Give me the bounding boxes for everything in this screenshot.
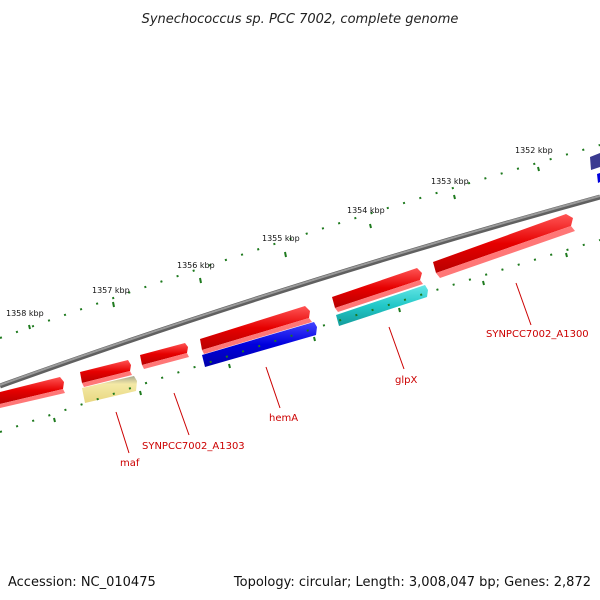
major-tick <box>284 251 287 258</box>
genome-summary-text: Topology: circular; Length: 3,008,047 bp… <box>233 575 591 590</box>
leader-glpX <box>388 326 405 370</box>
gene-label: hemA <box>269 413 298 424</box>
major-tick <box>398 307 401 313</box>
gene-red-shadow <box>142 353 189 369</box>
major-tick <box>139 390 142 396</box>
tick-label: 1354 kbp <box>347 206 385 215</box>
gene-red-shadow <box>335 280 423 312</box>
tick-label: 1355 kbp <box>262 234 300 243</box>
gene-navy-partial <box>590 153 600 170</box>
major-tick <box>369 223 372 229</box>
major-tick <box>228 363 231 369</box>
tick-label: 1356 kbp <box>177 261 215 270</box>
gene-hemA-region <box>200 306 310 350</box>
gene-SYNPCC7002_A1300 <box>433 214 573 273</box>
major-tick <box>199 277 202 284</box>
gene-glpX-region <box>332 268 422 308</box>
major-tick <box>565 252 568 258</box>
major-tick <box>453 194 456 200</box>
gene-glpX <box>336 285 428 326</box>
gene-label: glpX <box>395 375 417 386</box>
leader-hemA <box>265 366 281 409</box>
inner-major-ticks <box>53 252 568 423</box>
tick-label: 1358 kbp <box>6 309 44 318</box>
outer-major-ticks <box>28 166 540 330</box>
genome-backbone-highlight <box>0 195 600 386</box>
leader-SYNPCC7002_A1300 <box>515 282 532 326</box>
gene-blue-partial <box>597 173 600 183</box>
major-tick <box>28 324 31 330</box>
forward-genes <box>0 214 575 408</box>
gene-label: SYNPCC7002_A1303 <box>142 441 245 452</box>
map-title: Synechococcus sp. PCC 7002, complete gen… <box>142 12 459 27</box>
gene-red-shadow <box>82 371 132 387</box>
gene-label: maf <box>120 458 140 469</box>
major-tick <box>537 166 540 172</box>
gene-red-shadow <box>0 389 65 408</box>
tick-label: 1353 kbp <box>431 177 469 186</box>
tick-label: 1352 kbp <box>515 146 553 155</box>
gene-label: SYNPCC7002_A1300 <box>486 329 589 340</box>
gene-SYNPCC7002_A1303 <box>140 343 188 365</box>
genome-backbone <box>0 194 600 389</box>
gene-maf <box>82 376 137 403</box>
major-tick <box>313 336 316 342</box>
reverse-genes <box>82 285 428 403</box>
major-tick <box>112 301 115 308</box>
leader-maf <box>115 411 130 454</box>
leader-SYNPCC7002_A1303 <box>173 392 190 436</box>
gene-hemA <box>202 322 317 367</box>
gene-maf-region <box>80 360 131 383</box>
gene-red-shadow <box>202 318 312 354</box>
major-tick <box>53 417 56 423</box>
accession-text: Accession: NC_010475 <box>8 575 156 590</box>
label-leaders <box>115 282 532 454</box>
gene-red-shadow <box>436 226 575 278</box>
tick-label: 1357 kbp <box>92 286 130 295</box>
gene-left-edge <box>0 377 64 404</box>
major-tick <box>482 280 485 286</box>
